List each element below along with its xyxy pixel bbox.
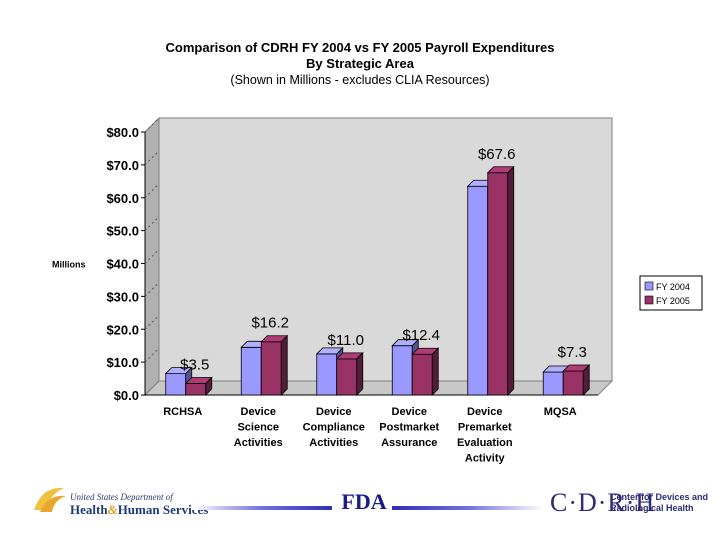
legend-label: FY 2005	[656, 296, 690, 306]
y-tick-label: $0.0	[114, 388, 139, 403]
y-tick-label: $50.0	[106, 224, 139, 239]
plot-back-wall	[158, 117, 613, 382]
y-tick-label: $40.0	[106, 257, 139, 272]
y-tick-label: $80.0	[106, 125, 139, 140]
hhs-logo: United States Department of Health&Human…	[30, 480, 208, 520]
chart-note: (Shown in Millions - excludes CLIA Resou…	[230, 73, 490, 87]
fda-text: FDA	[341, 489, 386, 514]
y-axis-label: Millions	[52, 260, 86, 270]
hhs-eagle-icon	[34, 487, 66, 512]
x-category-label: MQSA	[544, 406, 577, 418]
bar-fy-2004	[165, 373, 187, 396]
x-category-label: RCHSA	[163, 406, 202, 418]
y-tick-label: $10.0	[106, 355, 139, 370]
x-category-label: Evaluation	[457, 437, 513, 449]
x-category-label: Premarket	[458, 422, 512, 434]
bar-fy-2005	[260, 341, 282, 396]
x-category-label: Activities	[309, 437, 358, 449]
hhs-human-text: Human Services	[117, 502, 209, 517]
y-gridline-diagonal	[144, 183, 160, 199]
x-category-label: Assurance	[381, 437, 437, 449]
chart-title-block: Comparison of CDRH FY 2004 vs FY 2005 Pa…	[0, 40, 720, 88]
x-category-label: Postmarket	[379, 422, 439, 434]
bar-side-face	[280, 334, 288, 396]
bar-fy-2004	[240, 346, 262, 396]
data-label: $3.5	[180, 356, 209, 373]
plot-floor	[143, 380, 614, 396]
footer-band-left	[192, 506, 332, 510]
bar-fy-2004	[316, 353, 338, 396]
bar-fy-2005	[562, 370, 584, 396]
x-category-label: Science	[237, 422, 279, 434]
x-category-label: Compliance	[303, 422, 365, 434]
x-category-label: Activities	[234, 437, 283, 449]
y-gridline-diagonal	[144, 282, 160, 297]
x-category-label: Device	[241, 406, 276, 418]
bar-fy-2005	[411, 353, 433, 396]
y-gridline-diagonal	[144, 249, 160, 264]
cdrh-line2: Radiological Health	[610, 503, 694, 513]
plot-side-wall	[144, 116, 160, 397]
hhs-name-text: Health&Human Services	[70, 502, 208, 518]
chart-subtitle: By Strategic Area	[306, 56, 414, 71]
y-tick-label: $30.0	[106, 289, 139, 304]
data-label: $16.2	[251, 315, 289, 332]
cdrh-name: Center for Devices and Radiological Heal…	[610, 492, 708, 514]
hhs-amp-text: &	[107, 502, 118, 517]
data-label: $7.3	[558, 344, 587, 361]
chart-title: Comparison of CDRH FY 2004 vs FY 2005 Pa…	[165, 40, 555, 55]
hhs-department-text: United States Department of	[70, 492, 173, 502]
fda-logo-icon: FDA	[340, 488, 388, 514]
footer-band-right	[392, 506, 544, 510]
bar-side-face	[356, 351, 364, 396]
hhs-health-text: Health	[70, 502, 108, 517]
legend-box	[639, 275, 703, 311]
bar-fy-2005	[185, 383, 207, 396]
y-gridline-diagonal	[144, 150, 160, 166]
y-gridline-diagonal	[144, 347, 160, 363]
bar-fy-2005	[487, 172, 509, 396]
data-label: $12.4	[402, 327, 440, 344]
bar-fy-2004	[467, 185, 489, 396]
bar-chart: $0.0 $10.0 $20.0 $30.0 $40.0 $50.0 $60.0 $70.0 $…	[52, 116, 703, 465]
bar-side-face	[507, 165, 515, 396]
cdrh-line1: Center for Devices and	[610, 492, 709, 502]
bar-side-face	[205, 376, 213, 396]
y-gridline-diagonal	[144, 314, 160, 330]
data-label: $67.6	[478, 146, 516, 163]
bar-fy-2005	[336, 358, 358, 396]
y-tick-label: $20.0	[106, 322, 139, 337]
bar-fy-2004	[391, 345, 413, 396]
x-category-label: Device	[392, 406, 427, 418]
bar-side-face	[582, 364, 590, 396]
legend-swatch	[644, 281, 654, 291]
footer-logos: United States Department of Health&Human…	[0, 478, 720, 528]
x-category-label: Device	[316, 406, 351, 418]
y-tick-label: $70.0	[106, 158, 139, 173]
y-gridline-diagonal	[144, 216, 160, 231]
bar-side-face	[431, 347, 439, 396]
y-tick-label: $60.0	[106, 191, 139, 206]
x-category-label: Device	[467, 406, 502, 418]
bar-fy-2004	[542, 371, 564, 396]
legend-swatch	[644, 295, 654, 305]
y-gridline-diagonal	[144, 117, 160, 133]
legend-label: FY 2004	[656, 282, 690, 292]
x-category-label: Activity	[465, 453, 506, 465]
data-label: $11.0	[328, 332, 364, 349]
cdrh-mark: C·D·R·H	[550, 488, 656, 517]
